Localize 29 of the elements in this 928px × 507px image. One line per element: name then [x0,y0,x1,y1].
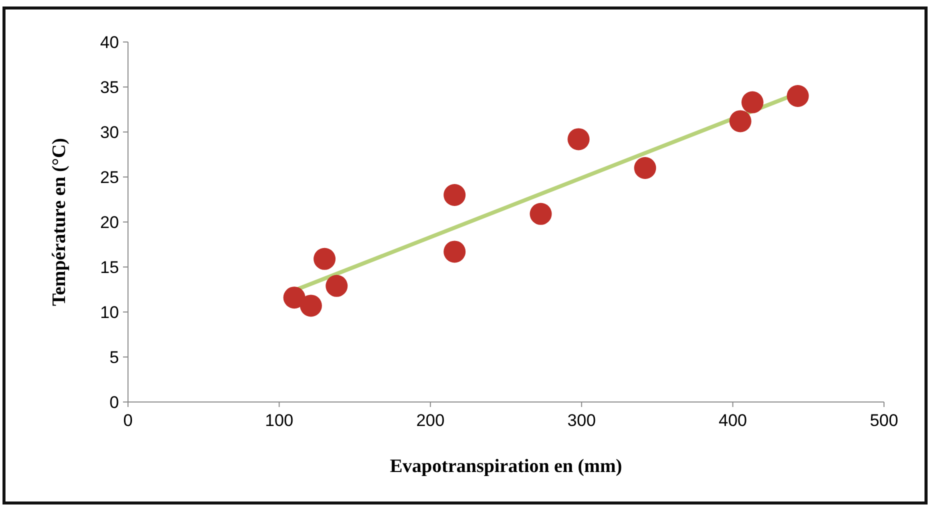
point [786,85,809,107]
y-tick-label: 25 [100,168,119,187]
x-tick-label: 300 [567,411,596,430]
point [634,157,656,179]
point [314,248,336,270]
y-tick-label: 5 [110,348,119,367]
y-tick-label: 30 [100,122,119,142]
x-tick-label: 500 [870,411,898,430]
x-tick-label: 100 [265,411,294,430]
x-tick-label: 400 [718,411,747,430]
y-axis-title: Température en (°C) [49,138,70,306]
y-tick-label: 40 [100,32,119,52]
point [741,91,764,114]
point [444,184,466,206]
y-tick-label: 15 [100,258,119,277]
y-tick-label: 20 [100,212,119,232]
point [326,274,348,297]
x-axis-title: Evapotranspiration en (mm) [390,456,622,477]
point [300,294,322,317]
x-tick-label: 200 [416,411,445,430]
y-tick-label: 35 [100,78,119,97]
y-tick-label: 10 [100,302,119,322]
point [530,202,552,225]
y-tick-label: 0 [110,392,119,412]
point [729,110,752,132]
point [444,240,466,263]
point [568,128,590,150]
x-tick-label: 0 [123,411,133,430]
point [283,286,306,309]
